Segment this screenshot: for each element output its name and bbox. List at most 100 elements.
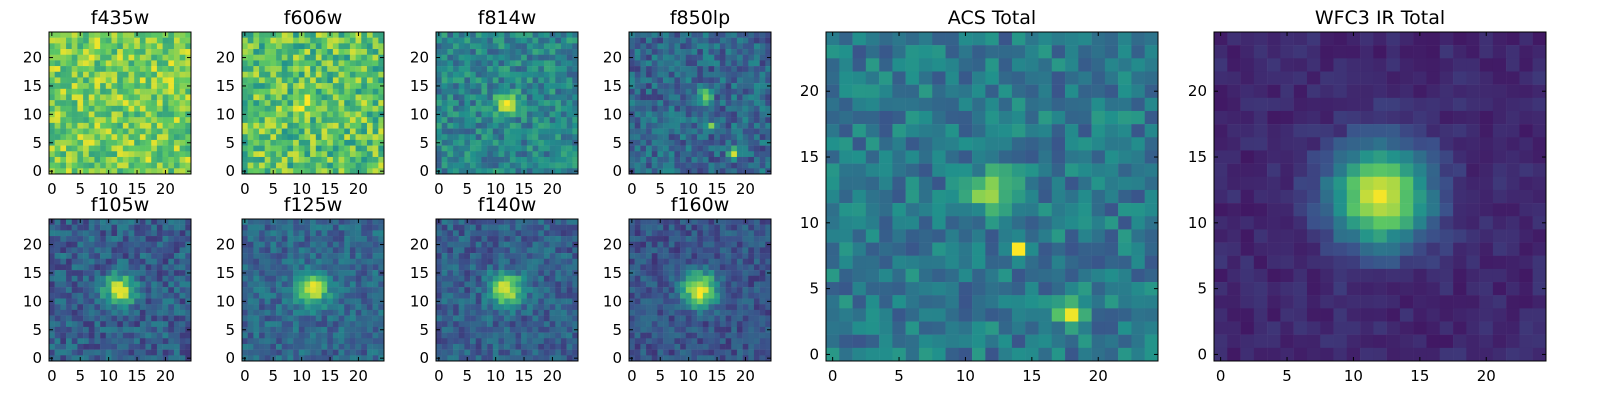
heatmap-cell [475,60,482,67]
heatmap-cell [83,338,90,345]
heatmap-cell [372,349,379,356]
heatmap-cell [162,264,169,271]
heatmap-cell [344,83,351,90]
heatmap-cell [49,49,55,55]
heatmap-cell [54,77,61,84]
heatmap-cell [247,298,254,305]
heatmap-cell [458,88,465,95]
heatmap-cell [344,111,351,118]
heatmap-cell [702,66,709,73]
heatmap-cell [128,321,135,328]
heatmap-cell [714,43,721,50]
heatmap-cell [332,94,339,101]
heatmap-cell [298,71,305,78]
heatmap-cell [697,219,704,225]
heatmap-cell [77,275,84,282]
heatmap-cell [145,162,152,169]
x-tick-label: 0 [627,180,637,198]
heatmap-cell [54,60,61,67]
heatmap-cell [54,236,61,242]
heatmap-cell [94,321,101,328]
heatmap-cell [657,224,664,231]
heatmap-cell [492,105,499,112]
heatmap-cell [122,304,129,311]
heatmap-cell [77,83,84,90]
heatmap-cell [247,37,254,44]
heatmap-cell [532,94,539,101]
heatmap-cell [338,168,345,175]
heatmap-cell [105,332,112,339]
heatmap-cell [572,281,579,288]
heatmap-cell [753,258,760,265]
heatmap-cell [355,298,362,305]
heatmap-cell [145,258,152,265]
heatmap-cell [264,60,271,67]
heatmap-cell [145,343,152,350]
heatmap-cell [555,292,562,299]
heatmap-cell [145,151,152,158]
heatmap-cell [458,49,465,55]
heatmap-cell [651,258,658,265]
heatmap-cell [259,270,265,277]
heatmap-cell [634,111,641,118]
plot-frame [241,31,385,175]
heatmap-cell [94,54,101,61]
heatmap-cell [77,236,84,242]
heatmap-cell [691,281,698,288]
heatmap-cell [139,122,146,129]
heatmap-cell [736,134,743,141]
heatmap-cell [464,253,471,260]
heatmap-cell [276,49,283,55]
heatmap-cell [293,37,300,44]
heatmap-cell [629,43,635,50]
heatmap-cell [259,134,265,141]
heatmap-cell [247,54,254,61]
heatmap-cell [498,100,505,107]
heatmap-cell [71,111,78,118]
heatmap-cell [453,71,459,78]
heatmap-cell [315,315,322,322]
heatmap-cell [663,304,670,311]
heatmap-cell [651,287,658,294]
heatmap-cell [304,105,311,112]
heatmap-cell [464,315,471,322]
heatmap-cell [83,270,90,277]
heatmap-cell [509,151,516,158]
heatmap-cell [731,168,738,175]
heatmap-cell [549,43,556,50]
heatmap-cell [259,247,265,254]
heatmap-cell [122,258,129,265]
heatmap-cell [566,247,573,254]
heatmap-cell [247,355,254,362]
heatmap-cell [719,162,726,169]
heatmap-cell [94,355,101,362]
heatmap-cell [521,230,528,237]
heatmap-cell [298,264,305,271]
heatmap-cell [566,32,573,38]
heatmap-cell [310,49,317,55]
heatmap-cell [509,32,516,38]
heatmap-cell [634,287,641,294]
heatmap-cell [549,71,556,78]
heatmap-cell [338,270,345,277]
heatmap-cell [674,281,681,288]
heatmap-cell [674,111,681,118]
heatmap-cell [361,77,368,84]
heatmap-cell [487,264,494,271]
heatmap-cell [470,43,477,50]
heatmap-cell [332,105,339,112]
heatmap-cell [361,100,368,107]
heatmap-cell [94,100,101,107]
heatmap-cell [566,156,573,163]
heatmap-cell [532,49,539,55]
heatmap-cell [498,230,505,237]
heatmap-cell [71,304,78,311]
heatmap-cell [54,349,61,356]
heatmap-cell [765,49,772,55]
heatmap-cell [453,100,459,107]
heatmap-cell [509,309,516,316]
heatmap-cell [555,128,562,135]
heatmap-cell [366,258,373,265]
heatmap-cell [173,111,180,118]
heatmap-cell [753,151,760,158]
